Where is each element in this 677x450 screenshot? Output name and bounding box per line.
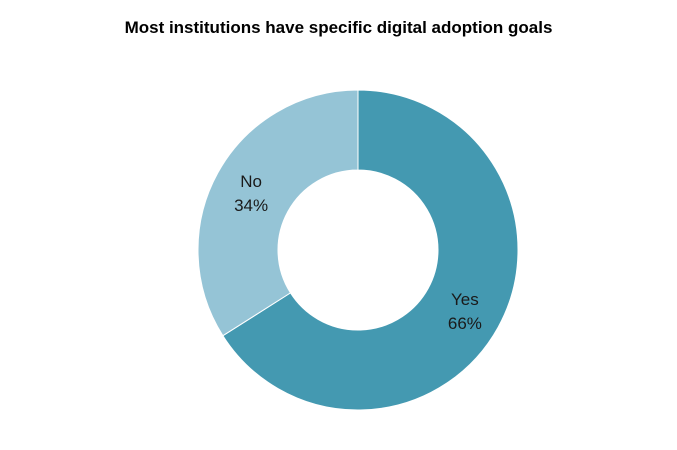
slice-label-no: No	[240, 172, 262, 191]
donut-slices	[197, 89, 519, 411]
donut-slice-yes	[222, 89, 519, 411]
slice-value-yes: 66%	[448, 314, 482, 333]
donut-labels: Yes 66% No 34%	[234, 172, 482, 333]
donut-slice-no	[197, 89, 359, 337]
slice-label-yes: Yes	[451, 290, 479, 309]
chart-title: Most institutions have specific digital …	[124, 18, 553, 37]
slice-value-no: 34%	[234, 196, 268, 215]
